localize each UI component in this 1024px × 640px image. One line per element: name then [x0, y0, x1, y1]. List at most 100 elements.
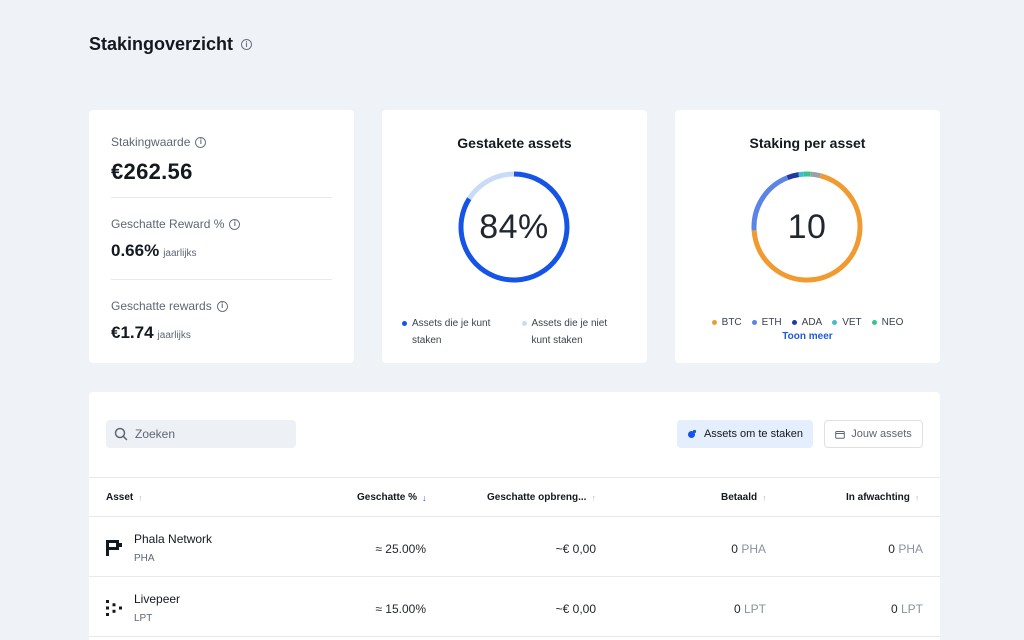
- sort-icon: ↑: [762, 492, 767, 503]
- rewards-stat: Geschatte rewards i €1.74 jaarlijks: [111, 299, 332, 343]
- legend-item-neo: NEO: [871, 317, 904, 328]
- legend-item-vet: VET: [832, 317, 862, 328]
- legend-dot: [521, 321, 527, 326]
- pending-value: 0 LPT: [891, 602, 923, 616]
- staked-assets-percent: 84%: [479, 207, 549, 246]
- table-row[interactable]: Livepeer LPT ≈ 15.00% ~€ 0,00 0 LPT 0 LP…: [89, 578, 940, 637]
- page-title-text: Stakingoverzicht: [89, 34, 234, 54]
- col-pending-label: In afwachting: [846, 492, 910, 503]
- legend-label: ETH: [761, 317, 782, 328]
- legend-dot: [751, 320, 757, 325]
- your-assets-label: Jouw assets: [851, 428, 912, 440]
- per-asset-donut: [751, 171, 863, 283]
- search-box[interactable]: [106, 420, 296, 448]
- pending-value: 0 PHA: [888, 542, 923, 556]
- estimated-pct: ≈ 15.00%: [375, 602, 426, 616]
- summary-card: Stakingwaarde i €262.56 Geschatte Reward …: [89, 110, 354, 363]
- paid-value: 0 LPT: [734, 602, 766, 616]
- phala-logo-icon: [106, 540, 122, 556]
- info-icon[interactable]: i: [229, 218, 241, 230]
- legend-label: Assets die je kunt staken: [412, 318, 491, 346]
- legend-item-ada: ADA: [791, 317, 822, 328]
- staking-value-label: Stakingwaarde: [111, 135, 191, 149]
- legend-dot: [711, 320, 717, 325]
- per-asset-segment-ADA: [786, 172, 800, 181]
- per-asset-card: Staking per asset 10 BTC ETH ADA VET NEO Too…: [675, 110, 940, 363]
- estimated-yield: ~€ 0,00: [555, 542, 596, 556]
- reward-pct-label: Geschatte Reward %: [111, 217, 225, 231]
- info-icon[interactable]: i: [241, 39, 253, 50]
- asset-symbol: PHA: [134, 553, 155, 564]
- livepeer-logo-icon: [106, 600, 122, 616]
- wallet-icon: [835, 430, 846, 439]
- staked-assets-legend: Assets die je kunt staken Assets die je …: [402, 315, 627, 349]
- legend-item-stakeable: Assets die je kunt staken: [402, 315, 508, 349]
- col-paid[interactable]: Betaald ↑: [721, 492, 767, 503]
- per-asset-legend: BTC ETH ADA VET NEO: [675, 317, 940, 328]
- per-asset-segment-VET: [798, 171, 804, 178]
- pending-amount: 0: [888, 542, 895, 556]
- paid-amount: 0: [731, 542, 738, 556]
- sort-desc-icon: ↓: [422, 492, 427, 503]
- assets-to-stake-label: Assets om te staken: [703, 428, 804, 440]
- info-icon[interactable]: i: [195, 136, 207, 148]
- assets-table-panel: Assets om te staken Jouw assets Asset ↑ G…: [89, 392, 940, 640]
- col-pct[interactable]: Geschatte % ↓: [357, 492, 427, 503]
- your-assets-button[interactable]: Jouw assets: [824, 420, 923, 448]
- col-asset[interactable]: Asset ↑: [106, 492, 143, 503]
- paid-value: 0 PHA: [731, 542, 766, 556]
- legend-item-eth: ETH: [751, 317, 782, 328]
- staking-value: €262.56: [111, 159, 193, 184]
- table-header: Asset ↑ Geschatte % ↓ Geschatte opbreng...…: [89, 477, 940, 517]
- show-more-link[interactable]: Toon meer: [782, 331, 833, 342]
- estimated-pct: ≈ 25.00%: [375, 542, 426, 556]
- assets-to-stake-button[interactable]: Assets om te staken: [677, 420, 813, 448]
- per-asset-title: Staking per asset: [749, 135, 866, 151]
- legend-dot: [791, 320, 797, 325]
- paid-unit: PHA: [741, 542, 766, 556]
- staked-assets-card: Gestakete assets 84% Assets die je kunt …: [382, 110, 647, 363]
- per-asset-count: 10: [787, 207, 827, 246]
- asset-name: Phala Network: [134, 532, 213, 546]
- reward-pct-stat: Geschatte Reward % i 0.66% jaarlijks: [111, 217, 332, 261]
- col-yield[interactable]: Geschatte opbreng... ↑: [487, 492, 596, 503]
- col-pct-label: Geschatte %: [357, 492, 418, 503]
- rewards-label: Geschatte rewards: [111, 299, 212, 313]
- per-asset-segment-other: [810, 171, 821, 179]
- paid-unit: LPT: [743, 602, 766, 616]
- rewards-value: €1.74: [111, 323, 154, 342]
- per-asset-segment-BTC: [751, 173, 863, 283]
- per-asset-segment-ETH: [751, 175, 789, 231]
- rewards-unit: jaarlijks: [157, 330, 191, 341]
- legend-label: NEO: [881, 317, 904, 328]
- staked-assets-title: Gestakete assets: [457, 135, 572, 151]
- legend-label: BTC: [721, 317, 742, 328]
- pending-unit: PHA: [898, 542, 923, 556]
- paid-amount: 0: [733, 602, 741, 616]
- sort-icon: ↑: [138, 492, 143, 503]
- asset-symbol: LPT: [134, 613, 153, 624]
- divider: [111, 197, 332, 198]
- reward-pct-value: 0.66%: [111, 241, 160, 260]
- pending-unit: LPT: [900, 602, 923, 616]
- legend-item-not-stakeable: Assets die je niet kunt staken: [521, 315, 628, 349]
- sort-icon: ↑: [914, 492, 920, 503]
- legend-label: Assets die je niet kunt staken: [531, 318, 608, 346]
- staked-assets-segment-stakeable: [458, 171, 570, 283]
- col-paid-label: Betaald: [721, 492, 758, 503]
- asset-name: Livepeer: [134, 592, 181, 606]
- legend-dot: [832, 320, 838, 325]
- search-icon: [114, 427, 128, 441]
- col-asset-label: Asset: [106, 492, 134, 503]
- table-row[interactable]: Phala Network PHA ≈ 25.00% ~€ 0,00 0 PHA…: [89, 518, 940, 577]
- stake-icon: [687, 429, 697, 438]
- staked-assets-segment-not-stakeable: [467, 171, 515, 201]
- legend-dot: [871, 320, 877, 325]
- reward-pct-unit: jaarlijks: [163, 248, 197, 259]
- legend-label: VET: [842, 317, 862, 328]
- info-icon[interactable]: i: [216, 300, 228, 312]
- col-pending[interactable]: In afwachting ↑: [846, 492, 919, 503]
- search-input[interactable]: [135, 427, 285, 441]
- estimated-yield: ~€ 0,00: [555, 602, 596, 616]
- divider: [111, 279, 332, 280]
